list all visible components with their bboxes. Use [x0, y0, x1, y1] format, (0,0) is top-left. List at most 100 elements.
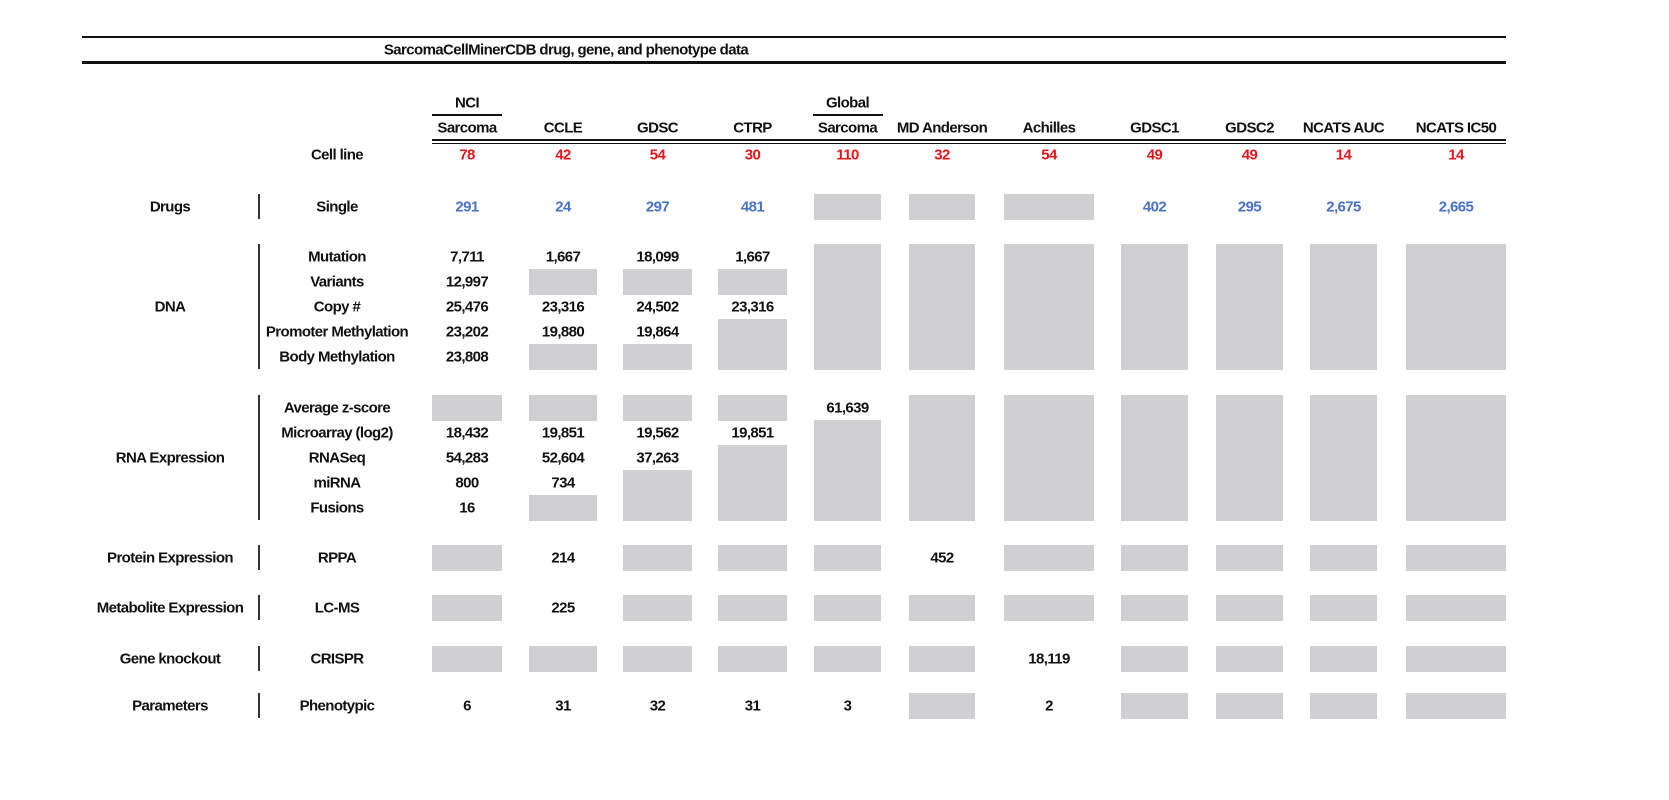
column-header-top: NCI: [454, 94, 480, 112]
group-label: Drugs: [149, 198, 191, 216]
missing-data-cell: [1004, 294, 1094, 320]
column-header: MD Anderson: [896, 119, 988, 137]
missing-data-cell: [814, 269, 881, 295]
missing-data-cell: [1406, 545, 1506, 571]
missing-data-cell: [623, 395, 692, 421]
data-cell: 3: [843, 697, 852, 715]
missing-data-cell: [718, 545, 787, 571]
column-header: Sarcoma: [817, 119, 878, 137]
missing-data-cell: [718, 646, 787, 672]
missing-data-cell: [814, 545, 881, 571]
data-cell: 23,808: [445, 348, 489, 366]
missing-data-cell: [1310, 420, 1377, 446]
row-label: Mutation: [308, 248, 366, 266]
missing-data-cell: [1121, 269, 1188, 295]
missing-data-cell: [909, 595, 975, 621]
missing-data-cell: [718, 495, 787, 521]
missing-data-cell: [1310, 395, 1377, 421]
missing-data-cell: [623, 495, 692, 521]
missing-data-cell: [1216, 344, 1283, 370]
cell-line-count: 42: [555, 146, 571, 164]
data-cell: 214: [551, 549, 575, 567]
missing-data-cell: [1121, 244, 1188, 270]
data-cell: 19,851: [541, 424, 585, 442]
missing-data-cell: [718, 595, 787, 621]
data-cell: 23,316: [541, 298, 585, 316]
row-label: Copy #: [313, 298, 361, 316]
missing-data-cell: [1216, 693, 1283, 719]
row-label: Promoter Methylation: [265, 323, 409, 341]
missing-data-cell: [623, 269, 692, 295]
row-label: CRISPR: [310, 650, 364, 668]
missing-data-cell: [1121, 344, 1188, 370]
missing-data-cell: [718, 319, 787, 345]
missing-data-cell: [1216, 445, 1283, 471]
data-cell: 18,432: [445, 424, 489, 442]
row-label: Variants: [310, 273, 364, 291]
group-separator: [258, 595, 260, 620]
data-cell: 18,099: [636, 248, 679, 266]
missing-data-cell: [1310, 344, 1377, 370]
missing-data-cell: [1406, 495, 1506, 521]
missing-data-cell: [1310, 693, 1377, 719]
cell-line-count: 30: [744, 146, 761, 164]
row-label: RPPA: [317, 549, 357, 567]
missing-data-cell: [909, 294, 975, 320]
cell-line-count: 49: [1241, 146, 1258, 164]
missing-data-cell: [814, 445, 881, 471]
group-label: RNA Expression: [115, 449, 225, 467]
group-separator: [258, 395, 260, 520]
data-cell: 7,711: [450, 248, 484, 266]
missing-data-cell: [1121, 294, 1188, 320]
column-header: GDSC1: [1130, 119, 1179, 137]
missing-data-cell: [1310, 495, 1377, 521]
missing-data-cell: [1310, 294, 1377, 320]
missing-data-cell: [1004, 470, 1094, 496]
missing-data-cell: [1310, 470, 1377, 496]
missing-data-cell: [718, 470, 787, 496]
missing-data-cell: [814, 319, 881, 345]
header-rule-2: [432, 142, 1506, 144]
missing-data-cell: [1121, 693, 1188, 719]
cell-line-count: 32: [934, 146, 950, 164]
data-cell: 37,263: [636, 449, 679, 467]
column-header-top: Global: [825, 94, 870, 112]
data-cell: 2,675: [1326, 198, 1361, 216]
missing-data-cell: [718, 445, 787, 471]
missing-data-cell: [1310, 595, 1377, 621]
missing-data-cell: [1216, 244, 1283, 270]
missing-data-cell: [814, 420, 881, 446]
row-label: Phenotypic: [299, 697, 375, 715]
data-cell: 734: [551, 474, 575, 492]
data-cell: 23,316: [731, 298, 774, 316]
missing-data-cell: [1216, 269, 1283, 295]
data-cell: 25,476: [445, 298, 489, 316]
data-cell: 452: [930, 549, 954, 567]
column-header: Sarcoma: [437, 119, 497, 137]
missing-data-cell: [1216, 470, 1283, 496]
row-label: Average z-score: [283, 399, 391, 417]
data-cell: 23,202: [445, 323, 489, 341]
column-header: NCATS AUC: [1302, 119, 1385, 137]
data-cell: 31: [555, 697, 571, 715]
missing-data-cell: [1406, 269, 1506, 295]
cell-line-count: 54: [649, 146, 666, 164]
missing-data-cell: [814, 646, 881, 672]
missing-data-cell: [1406, 595, 1506, 621]
cell-line-count: 14: [1448, 146, 1464, 164]
missing-data-cell: [432, 395, 502, 421]
missing-data-cell: [1121, 495, 1188, 521]
data-cell: 12,997: [445, 273, 489, 291]
missing-data-cell: [1216, 319, 1283, 345]
missing-data-cell: [1004, 495, 1094, 521]
missing-data-cell: [1004, 269, 1094, 295]
missing-data-cell: [1216, 545, 1283, 571]
data-cell: 2: [1045, 697, 1053, 715]
column-header: Achilles: [1022, 119, 1076, 137]
data-cell: 61,639: [826, 399, 869, 417]
missing-data-cell: [1310, 244, 1377, 270]
missing-data-cell: [1406, 319, 1506, 345]
missing-data-cell: [529, 269, 597, 295]
row-label: Single: [316, 198, 358, 216]
